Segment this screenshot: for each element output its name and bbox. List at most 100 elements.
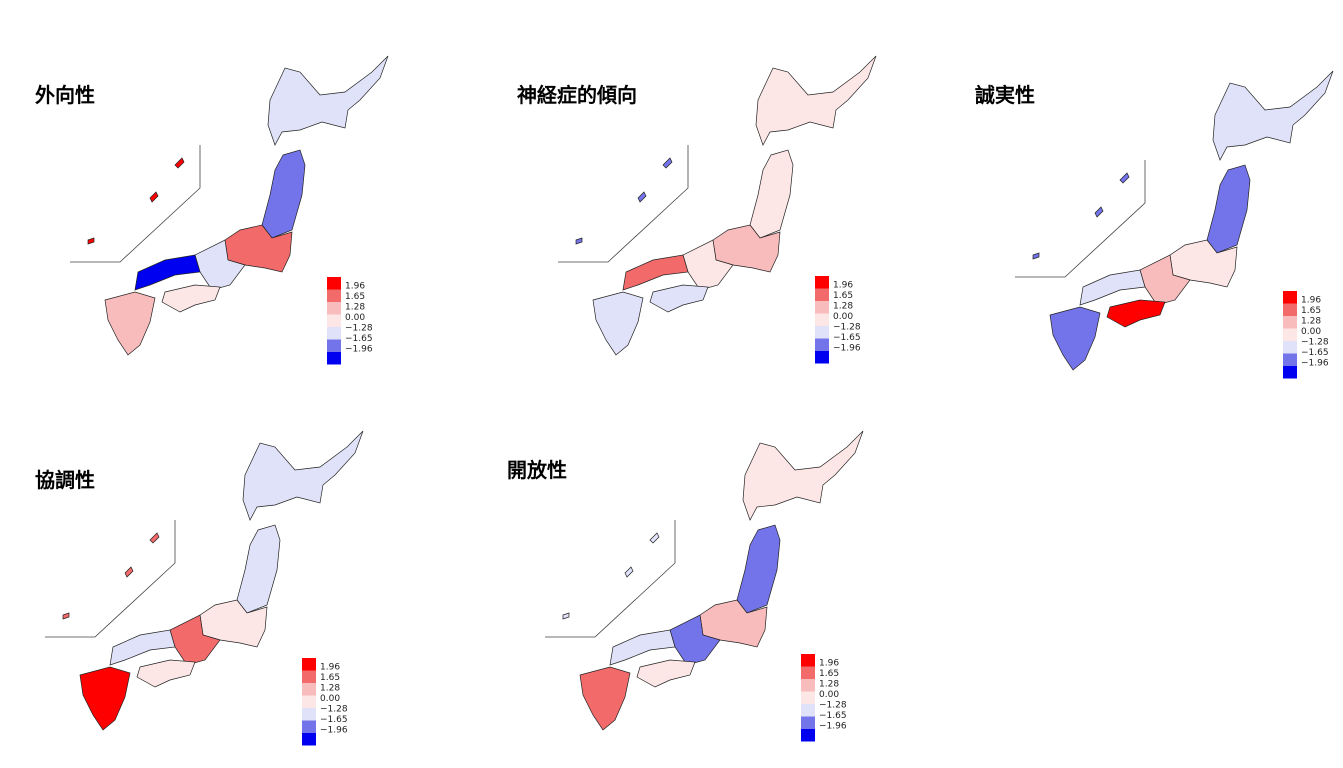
- legend-label: 1.96: [1301, 296, 1321, 306]
- map-title: 協調性: [35, 468, 95, 492]
- legend-label: 1.65: [1301, 306, 1321, 316]
- prefecture-region: [1079, 269, 1146, 306]
- japan-map: [45, 430, 364, 731]
- prefecture-region: [261, 149, 306, 239]
- legend-label: −1.96: [1301, 359, 1329, 369]
- legend-swatch: [1283, 303, 1297, 316]
- legend-label: 1.96: [819, 659, 839, 669]
- japan-map: [1015, 70, 1334, 371]
- legend-swatch: [302, 695, 316, 708]
- legend-swatch: [327, 327, 341, 340]
- legend-swatch: [1283, 328, 1297, 341]
- legend-label: −1.28: [1301, 338, 1329, 348]
- legend-swatch: [801, 716, 815, 729]
- legend-swatch: [302, 720, 316, 733]
- japan-map: [545, 430, 864, 731]
- inset-frame: [45, 520, 176, 638]
- prefecture-region: [749, 149, 794, 239]
- legend-swatch: [801, 691, 815, 704]
- legend-label: −1.96: [819, 722, 847, 732]
- legend-swatch: [1283, 291, 1297, 304]
- legend-label: −1.96: [345, 345, 373, 355]
- legend-label: 1.28: [320, 684, 340, 694]
- legend-label: 1.65: [819, 669, 839, 679]
- legend-swatch: [1283, 316, 1297, 329]
- prefecture-region: [1032, 172, 1130, 260]
- prefecture-region: [199, 599, 268, 648]
- prefecture-region: [562, 532, 660, 620]
- legend-label: 0.00: [819, 690, 839, 700]
- legend-swatch: [327, 277, 341, 290]
- legend-label: −1.28: [819, 701, 847, 711]
- legend-swatch: [801, 704, 815, 717]
- legend-label: −1.65: [819, 711, 847, 721]
- legend-swatch: [815, 276, 829, 289]
- prefecture-region: [636, 659, 696, 688]
- map-title: 外向性: [35, 83, 95, 107]
- legend-swatch: [801, 729, 815, 742]
- legend-swatch: [815, 351, 829, 364]
- prefecture-region: [649, 284, 709, 313]
- legend-swatch: [327, 339, 341, 352]
- legend-label: 1.28: [1301, 317, 1321, 327]
- legend-swatch: [302, 670, 316, 683]
- map-title: 誠実性: [975, 83, 1035, 107]
- legend-swatch: [1283, 341, 1297, 354]
- legend-swatch: [302, 683, 316, 696]
- inset-frame: [1015, 160, 1146, 278]
- japan-map: [558, 55, 877, 356]
- prefecture-region: [592, 291, 644, 356]
- legend-label: 1.65: [833, 291, 853, 301]
- legend-label: 0.00: [833, 312, 853, 322]
- prefecture-region: [712, 224, 781, 273]
- map-title: 開放性: [507, 458, 567, 482]
- map-shapes: [558, 55, 877, 356]
- prefecture-region: [575, 157, 673, 245]
- prefecture-region: [1169, 239, 1238, 288]
- legend-swatch: [302, 733, 316, 746]
- prefecture-region: [136, 659, 196, 688]
- legend-swatch: [801, 679, 815, 692]
- inset-frame: [70, 145, 201, 263]
- legend-label: 1.65: [320, 673, 340, 683]
- prefecture-region: [736, 524, 781, 614]
- map-shapes: [545, 430, 864, 731]
- legend-label: −1.96: [320, 726, 348, 736]
- legend-swatch: [327, 352, 341, 365]
- legend-label: −1.65: [320, 715, 348, 725]
- prefecture-region: [134, 254, 201, 291]
- legend-label: −1.65: [833, 333, 861, 343]
- legend-swatch: [327, 289, 341, 302]
- prefecture-region: [236, 524, 281, 614]
- prefecture-region: [104, 291, 156, 356]
- map-shapes: [1015, 70, 1334, 371]
- legend-label: −1.65: [345, 334, 373, 344]
- legend-swatch: [815, 338, 829, 351]
- prefecture-region: [62, 532, 160, 620]
- legend-swatch: [327, 302, 341, 315]
- map-title: 神経症的傾向: [517, 83, 637, 107]
- prefecture-region: [579, 666, 631, 731]
- legend-label: 1.96: [345, 282, 365, 292]
- legend-label: −1.65: [1301, 348, 1329, 358]
- japan-map: [70, 55, 389, 356]
- legend-label: 1.28: [819, 680, 839, 690]
- legend-swatch: [801, 666, 815, 679]
- prefecture-region: [242, 430, 364, 521]
- legend-label: 1.96: [320, 663, 340, 673]
- legend-swatch: [815, 313, 829, 326]
- legend-label: 1.65: [345, 292, 365, 302]
- legend-label: −1.28: [320, 705, 348, 715]
- prefecture-region: [742, 430, 864, 521]
- legend-swatch: [815, 326, 829, 339]
- legend-label: 0.00: [345, 313, 365, 323]
- prefecture-region: [609, 629, 676, 666]
- prefecture-region: [224, 224, 293, 273]
- legend-swatch: [815, 288, 829, 301]
- legend-swatch: [302, 708, 316, 721]
- prefecture-region: [109, 629, 176, 666]
- legend-label: −1.28: [345, 324, 373, 334]
- legend-swatch: [815, 301, 829, 314]
